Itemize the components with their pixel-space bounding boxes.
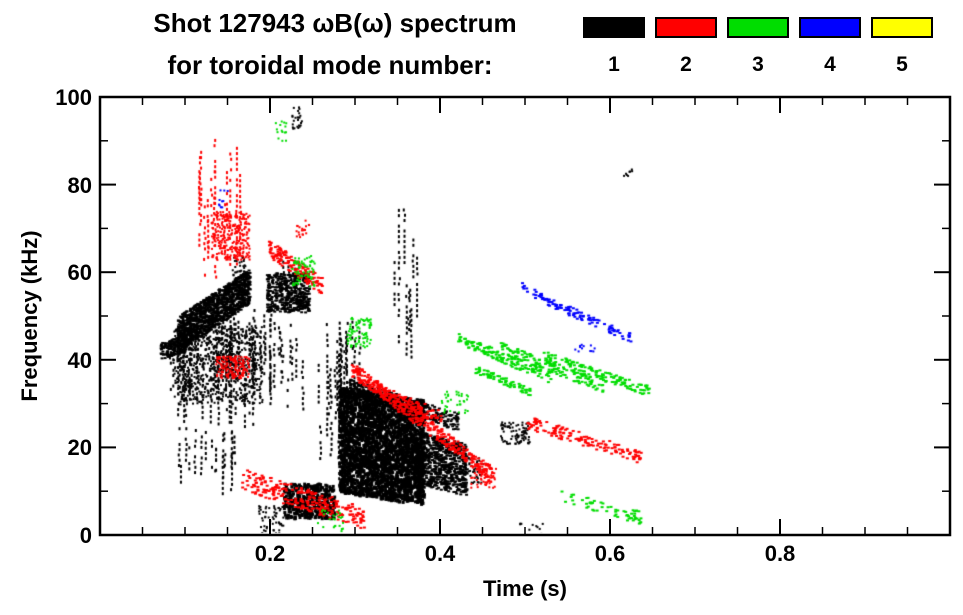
x-tick-label-0.8: 0.8 bbox=[764, 541, 796, 566]
y-tick-label-40: 40 bbox=[67, 347, 92, 373]
y-tick-label-60: 60 bbox=[67, 260, 92, 286]
chart-title: Shot 127943 ωB(ω) spectrum bbox=[153, 8, 517, 38]
chart-subtitle: for toroidal mode number: bbox=[167, 50, 493, 80]
x-tick-label-0.4: 0.4 bbox=[424, 541, 456, 566]
legend-label-4: 4 bbox=[824, 53, 836, 76]
x-tick-label-0.2: 0.2 bbox=[254, 541, 286, 566]
legend-swatch-2 bbox=[655, 17, 717, 38]
legend-label-1: 1 bbox=[608, 53, 620, 76]
legend-swatch-3 bbox=[727, 17, 789, 38]
y-tick-label-0: 0 bbox=[79, 523, 92, 548]
legend-label-2: 2 bbox=[680, 53, 692, 76]
y-tick-label-80: 80 bbox=[67, 172, 92, 198]
legend-label-3: 3 bbox=[752, 53, 764, 76]
x-tick-label-0.6: 0.6 bbox=[594, 541, 626, 566]
legend-swatch-4 bbox=[799, 17, 861, 38]
plot-frame bbox=[98, 95, 952, 537]
y-axis-label: Frequency (kHz) bbox=[17, 230, 42, 402]
legend-label-5: 5 bbox=[896, 53, 908, 76]
y-tick-label-100: 100 bbox=[55, 85, 92, 110]
y-tick-label-20: 20 bbox=[67, 435, 92, 461]
legend-swatch-5 bbox=[871, 17, 933, 38]
x-axis-label: Time (s) bbox=[483, 576, 567, 601]
legend-swatch-1 bbox=[583, 17, 645, 38]
